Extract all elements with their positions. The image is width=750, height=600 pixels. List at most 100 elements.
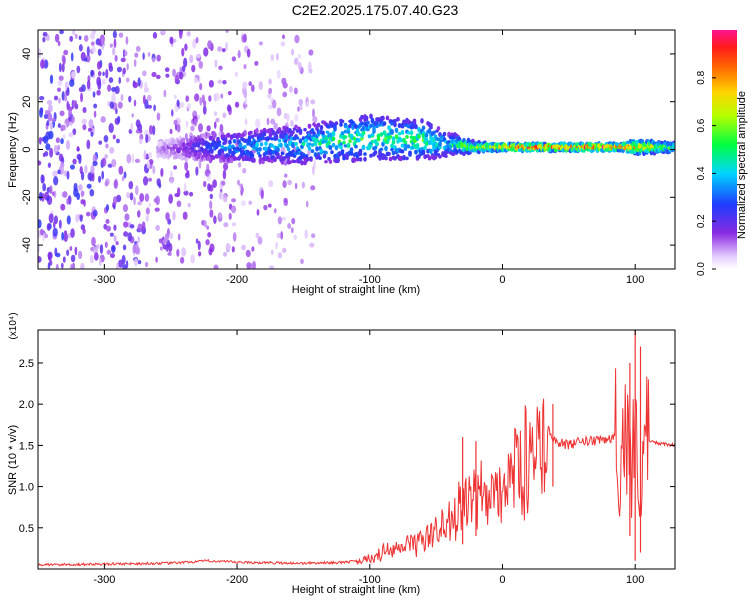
spectrogram-cell [273,157,277,163]
spectrogram-cell [213,121,217,129]
spectrogram-cell [262,131,267,137]
spectrogram-cell [304,229,308,239]
spectrogram-cell [339,122,343,127]
spectrogram-cell [181,137,186,142]
spectrogram-cell [174,94,177,100]
spectrogram-cell [271,249,274,255]
spectrogram-cell [139,193,145,202]
spectrogram-cell [370,118,375,124]
spectrogram-cell [462,151,466,157]
spectrogram-cell [379,147,384,151]
spectrogram-cell [39,107,44,114]
spectrogram-cell [118,259,124,268]
spectrogram-cell [78,44,83,52]
spectrogram-cell [307,142,312,146]
colorbar-ticks: 0.0 0.2 0.4 0.6 0.8 [696,70,716,276]
spectrogram-cell [123,221,129,228]
spectrogram-cell [417,134,421,139]
spectrogram-cell [177,154,181,159]
spectrogram-cell [307,123,312,129]
spectrogram-cell [211,155,216,160]
x-tick-label: -100 [359,574,381,586]
spectrogram-cell [42,152,46,158]
spectrogram-cell [206,225,209,230]
spectrogram-cell [364,115,369,120]
spectrogram-cell [387,151,391,156]
spectrogram-cell [54,33,60,43]
spectrogram-cell [261,136,265,140]
spectrogram-cell [270,143,274,148]
spectrogram-cell [181,142,186,148]
spectrogram-cell [291,227,294,234]
spectrogram-cell [438,154,442,159]
spectrogram-cell [222,79,227,85]
spectrogram-cell [286,146,291,152]
spectrogram-cell [131,113,134,118]
spectrogram-cell [104,241,108,248]
y-tick-label: 0 [21,146,33,152]
spectrogram-cell [69,164,76,170]
spectrogram-cell [306,200,309,208]
spectrogram-cell [460,142,465,148]
spectrogram-cell [264,146,268,152]
spectrogram-cell [82,228,86,235]
spectrogram-cell [127,232,133,242]
spectrogram-cell [70,228,75,238]
spectrogram-cell [88,118,94,129]
spectrogram-cell [246,262,252,269]
spectrogram-cell [400,143,405,148]
spectrogram-cell [112,30,117,39]
spectrogram-cell [223,136,228,141]
spectrogram-cell [76,65,81,74]
snr-y-ticks: 0.5 1.0 1.5 2.0 2.5 [19,358,675,535]
y-tick-label: 20 [21,96,33,108]
spectrogram-cell [39,228,45,236]
spectrogram-cell [53,95,59,101]
spectrogram-cell [70,52,74,62]
spectrogram-cell [363,152,367,156]
colorbar: 0.0 0.2 0.4 0.6 0.8 Normalized spectral ampl… [696,30,748,276]
spectrogram-cell [38,160,42,166]
spectrogram-cell [49,121,54,130]
spectrogram-cell [436,126,441,131]
spectrogram-cell [203,47,209,57]
spectrogram-cell [115,194,122,203]
spectrogram-cell [68,108,72,119]
spectrogram-cell [191,64,196,73]
spectrogram-cell [92,209,98,217]
x-tick-label: 100 [626,574,644,586]
spectrogram-cell [60,203,66,211]
spectrogram-cell [125,260,129,269]
spectrogram-cell [170,36,174,45]
spectrogram-cell [319,124,324,131]
spectrogram-cell [414,123,418,130]
spectrogram-cell [201,133,205,139]
spectrogram-cell [162,244,168,250]
spectrogram-cell [319,148,324,153]
spectrogram-cell [240,200,246,207]
spectrogram-cell [363,156,367,162]
spectrogram-cell [228,212,232,220]
x-tick-label: 100 [626,274,644,286]
spectrogram-cell [415,143,420,149]
spectrogram-cell [78,35,82,41]
spectrogram-cell [134,158,141,164]
spectrogram-cell [40,174,44,184]
spectrogram-cell [294,182,298,190]
spectrogram-cell [195,54,201,59]
spectrogram-cell [235,146,240,151]
spectrogram-cell [47,262,51,269]
spectrogram-cell [62,256,66,263]
spectrogram-cell [57,123,61,129]
x-tick-label: 0 [499,274,505,286]
spectrogram-cell [194,93,200,102]
spectrogram-cell [299,105,303,111]
spectrogram-cell [115,138,120,144]
spectrogram-cell [379,132,384,137]
colorbar-tick-label: 0.6 [696,118,707,132]
spectrogram-cell [388,156,393,162]
spectrogram-cell [376,136,381,142]
spectrogram-cell [142,70,147,77]
spectrogram-cell [186,31,191,37]
spectrogram-cell [97,80,102,90]
